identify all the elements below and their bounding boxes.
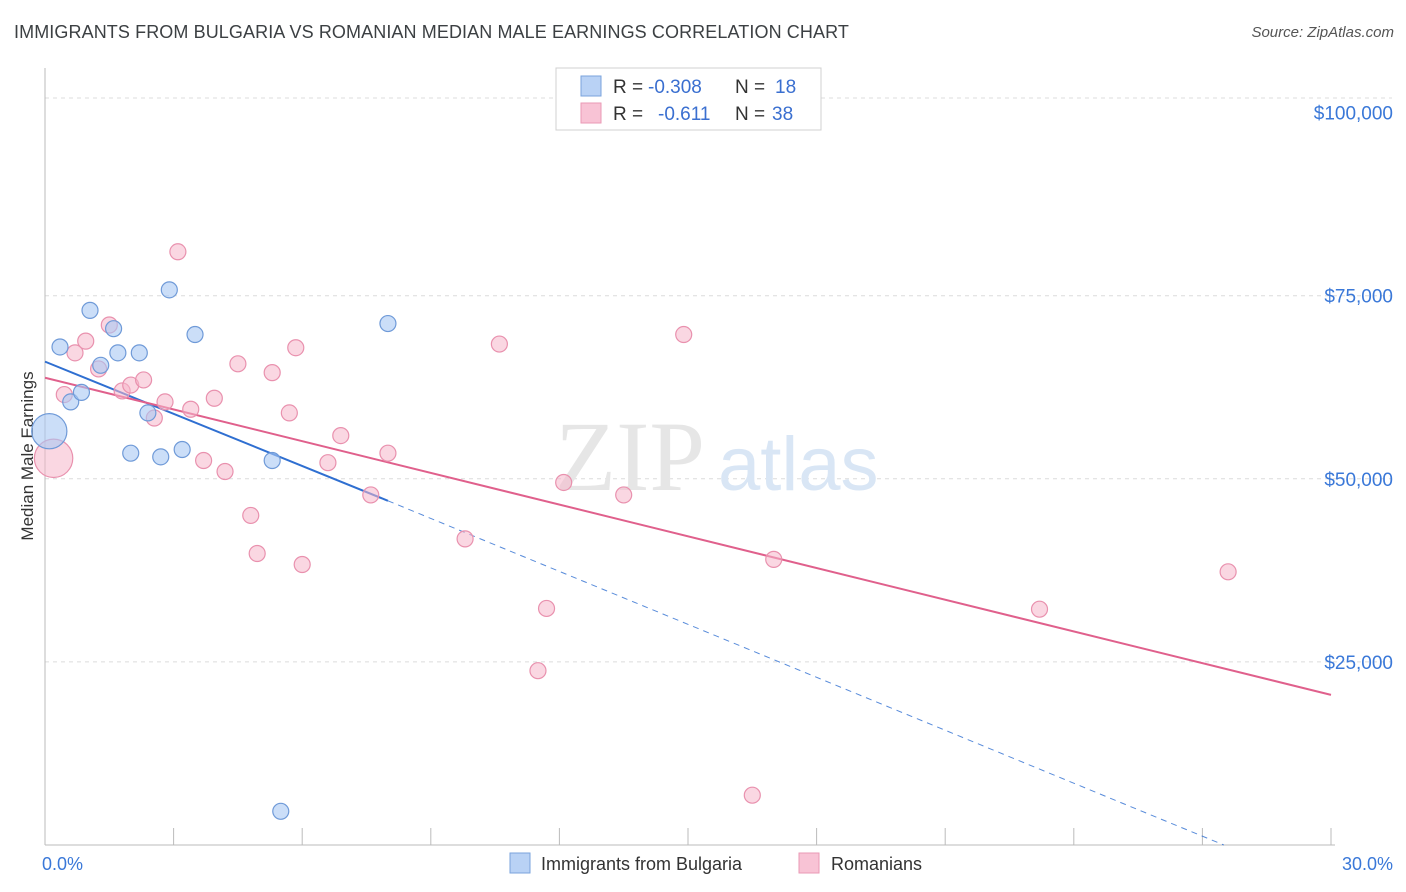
source-label: Source: ZipAtlas.com [1251, 24, 1394, 41]
y-tick-label-0: $25,000 [1324, 653, 1393, 674]
legend: Immigrants from Bulgaria Romanians [509, 852, 922, 874]
stats-r-label-2: R = [613, 104, 643, 125]
bulgaria-point [51, 338, 69, 356]
bulgaria-point [263, 451, 281, 470]
bulgaria-point [81, 301, 99, 319]
romanians-point [456, 530, 474, 548]
romanians-point [216, 462, 234, 481]
romanians-point [379, 444, 397, 462]
bulgaria-point [109, 344, 127, 362]
romanians-point [77, 332, 95, 350]
romanians-point [362, 486, 380, 504]
legend-label-romanians: Romanians [831, 854, 922, 874]
romanians-point [743, 786, 761, 804]
y-tick-labels: $25,000 $50,000 $75,000 $100,000 [1314, 104, 1393, 674]
watermark: ZIP atlas [555, 401, 879, 512]
bulgaria-point [122, 444, 140, 462]
trend-lines [44, 360, 1332, 846]
romanians-point [248, 544, 266, 563]
stats-box: R = -0.308 N = 18 R = -0.611 N = 38 [555, 67, 822, 131]
x-tick-label-0: 0.0% [42, 854, 83, 874]
romanians-point [319, 454, 337, 472]
romanians-point [615, 486, 633, 504]
x-tick-marks [44, 828, 1332, 845]
stats-r-label-1: R = [613, 77, 643, 98]
grid-lines [45, 97, 1392, 663]
bulgaria-trend-extension [387, 500, 1225, 846]
legend-label-bulgaria: Immigrants from Bulgaria [541, 854, 743, 874]
romanians-point [675, 325, 693, 344]
y-tick-label-3: $100,000 [1314, 104, 1393, 125]
bulgaria-point [173, 440, 191, 459]
romanians-point [280, 404, 298, 422]
y-tick-label-1: $50,000 [1324, 470, 1393, 491]
bulgaria-point [379, 314, 397, 333]
romanians-point [537, 599, 556, 618]
romanians-point [195, 451, 213, 470]
romanians-point [1030, 600, 1049, 618]
chart-title: IMMIGRANTS FROM BULGARIA VS ROMANIAN MED… [14, 22, 849, 42]
bulgaria-point [72, 383, 91, 401]
romanians-point [765, 550, 783, 568]
romanians-points [33, 243, 1237, 804]
romanians-point [1219, 563, 1237, 581]
romanians-point [205, 389, 223, 407]
romanians-point [529, 662, 547, 680]
romanians-point [242, 506, 260, 525]
stats-n-value-2: 38 [772, 104, 793, 125]
x-tick-label-1: 30.0% [1342, 854, 1393, 874]
stats-r-value-2: -0.611 [658, 104, 710, 125]
bulgaria-point [31, 413, 68, 450]
bulgaria-point [104, 320, 123, 338]
bulgaria-trend-line [44, 360, 389, 502]
bulgaria-point [130, 344, 148, 362]
stats-n-label-2: N = [735, 104, 765, 125]
bulgaria-point [92, 356, 110, 374]
romanians-point [134, 371, 153, 389]
bulgaria-point [152, 448, 170, 466]
stats-n-value-1: 18 [775, 77, 796, 98]
romanians-point [169, 243, 187, 261]
romanians-point [490, 335, 508, 353]
bulgaria-point [62, 393, 80, 411]
romanians-point [293, 555, 311, 574]
romanians-point [66, 344, 84, 362]
stats-n-label-1: N = [735, 77, 765, 98]
stats-swatch-blue [580, 75, 602, 97]
y-tick-label-2: $75,000 [1324, 287, 1393, 308]
romanians-point [156, 393, 174, 411]
bulgaria-point [139, 404, 157, 422]
romanians-point [555, 473, 573, 492]
stats-swatch-pink [580, 102, 602, 124]
romanians-trend-line [44, 376, 1332, 696]
romanians-point [287, 339, 305, 357]
legend-swatch-bulgaria [509, 852, 531, 874]
bulgaria-point [160, 281, 178, 299]
bulgaria-points [31, 281, 397, 820]
y-axis-label: Median Male Earnings [18, 371, 37, 540]
romanians-point [182, 400, 200, 418]
bulgaria-point [272, 802, 290, 820]
x-tick-labels: 0.0% 30.0% [42, 854, 1393, 874]
watermark-atlas: atlas [718, 422, 879, 507]
romanians-point [332, 426, 350, 445]
legend-swatch-romanians [798, 852, 820, 874]
romanians-point [263, 364, 281, 382]
romanians-point [229, 355, 247, 373]
bulgaria-point [186, 325, 204, 344]
stats-r-value-1: -0.308 [648, 77, 702, 98]
